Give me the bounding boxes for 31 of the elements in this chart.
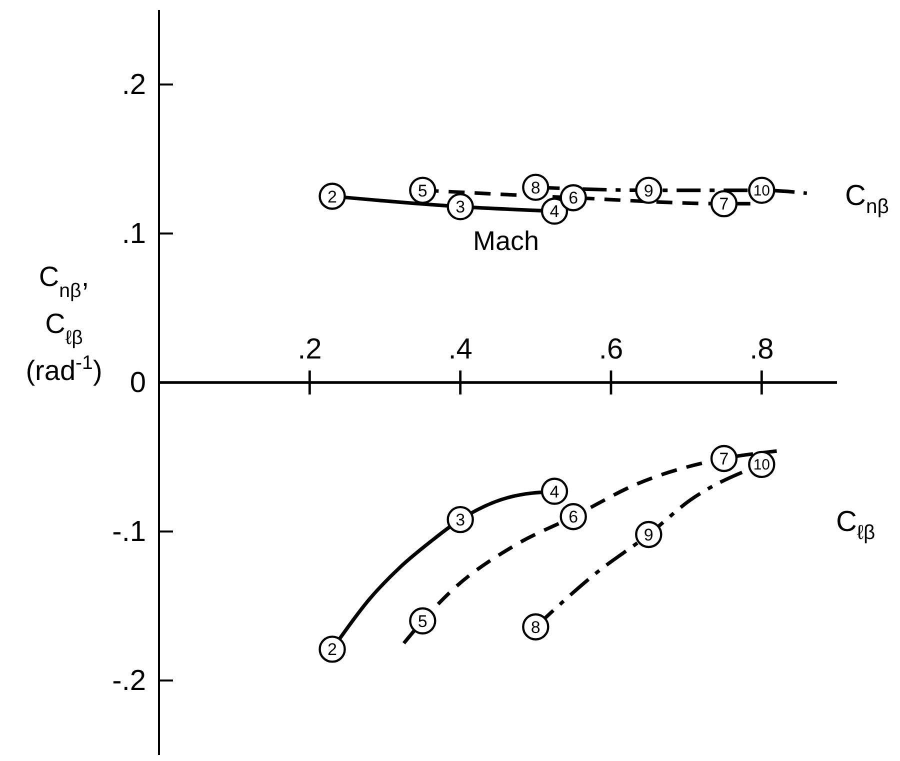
- annotation: 2: [328, 186, 337, 206]
- annotation: 8: [530, 178, 540, 197]
- annotation: 6: [568, 507, 578, 526]
- x-tick-label: .2: [298, 334, 322, 366]
- annotation: 7: [719, 194, 729, 214]
- annotation: 5: [418, 611, 428, 630]
- annotation: 5: [418, 180, 428, 200]
- text: C$_{nβ}$: [845, 180, 889, 218]
- annotation: 7: [719, 448, 729, 468]
- annotation: 3: [456, 197, 466, 216]
- y-axis-title: C$_{nβ}$, C$_{ℓβ}$ (rad$^{-1}$): [26, 261, 102, 386]
- annotation: 2: [328, 640, 337, 659]
- annotation: 4: [550, 482, 560, 501]
- y-tick-label: .2: [122, 68, 146, 101]
- y-tick-label: -.1: [112, 516, 146, 548]
- x-tick-label: .4: [448, 334, 472, 366]
- annotation: 4: [550, 202, 560, 221]
- annotation: 8: [530, 617, 540, 636]
- x-tick-label: .6: [598, 334, 624, 366]
- x-tick-label: .8: [750, 334, 774, 366]
- x-axis-title: Mach: [472, 226, 540, 256]
- annotation: C$_{ℓβ}$: [836, 506, 876, 544]
- y-tick-label: 0: [130, 366, 146, 399]
- annotation: 9: [644, 524, 654, 544]
- annotation: 10: [753, 182, 770, 199]
- annotation: 10: [753, 456, 770, 473]
- y-tick-label: -.2: [112, 664, 146, 697]
- annotation: 3: [456, 510, 466, 530]
- y-tick-label: .1: [122, 218, 146, 250]
- annotation: 9: [644, 180, 654, 200]
- annotation: 6: [568, 188, 578, 208]
